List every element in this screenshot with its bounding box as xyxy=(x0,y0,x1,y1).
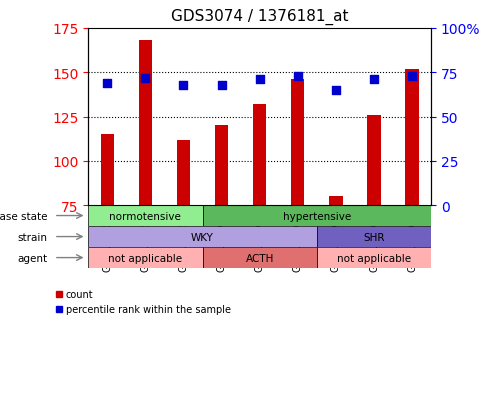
Text: disease state: disease state xyxy=(0,211,47,221)
Text: SHR: SHR xyxy=(363,232,385,242)
Bar xyxy=(215,126,228,206)
Point xyxy=(103,81,111,87)
FancyBboxPatch shape xyxy=(88,248,202,268)
Bar xyxy=(368,116,381,206)
Text: WKY: WKY xyxy=(191,232,214,242)
FancyBboxPatch shape xyxy=(317,227,431,247)
Bar xyxy=(291,80,304,206)
Point xyxy=(408,73,416,80)
Bar xyxy=(253,105,267,206)
FancyBboxPatch shape xyxy=(202,206,431,226)
Legend: count, percentile rank within the sample: count, percentile rank within the sample xyxy=(52,286,234,318)
Point xyxy=(332,88,340,94)
FancyBboxPatch shape xyxy=(88,227,317,247)
Point xyxy=(294,73,302,80)
Bar xyxy=(100,135,114,206)
FancyBboxPatch shape xyxy=(88,206,202,226)
Text: not applicable: not applicable xyxy=(108,253,182,263)
Bar xyxy=(329,197,343,206)
Bar xyxy=(177,140,190,206)
FancyBboxPatch shape xyxy=(202,248,317,268)
Bar xyxy=(405,69,419,206)
Point xyxy=(370,77,378,83)
Point xyxy=(179,82,187,89)
Text: agent: agent xyxy=(17,253,47,263)
Point xyxy=(142,75,149,82)
Bar xyxy=(139,41,152,206)
Title: GDS3074 / 1376181_at: GDS3074 / 1376181_at xyxy=(171,9,348,25)
Text: normotensive: normotensive xyxy=(109,211,181,221)
Text: strain: strain xyxy=(17,232,47,242)
Text: hypertensive: hypertensive xyxy=(283,211,351,221)
Point xyxy=(256,77,264,83)
FancyBboxPatch shape xyxy=(317,248,431,268)
Text: ACTH: ACTH xyxy=(245,253,274,263)
Text: not applicable: not applicable xyxy=(337,253,411,263)
Point xyxy=(218,82,225,89)
